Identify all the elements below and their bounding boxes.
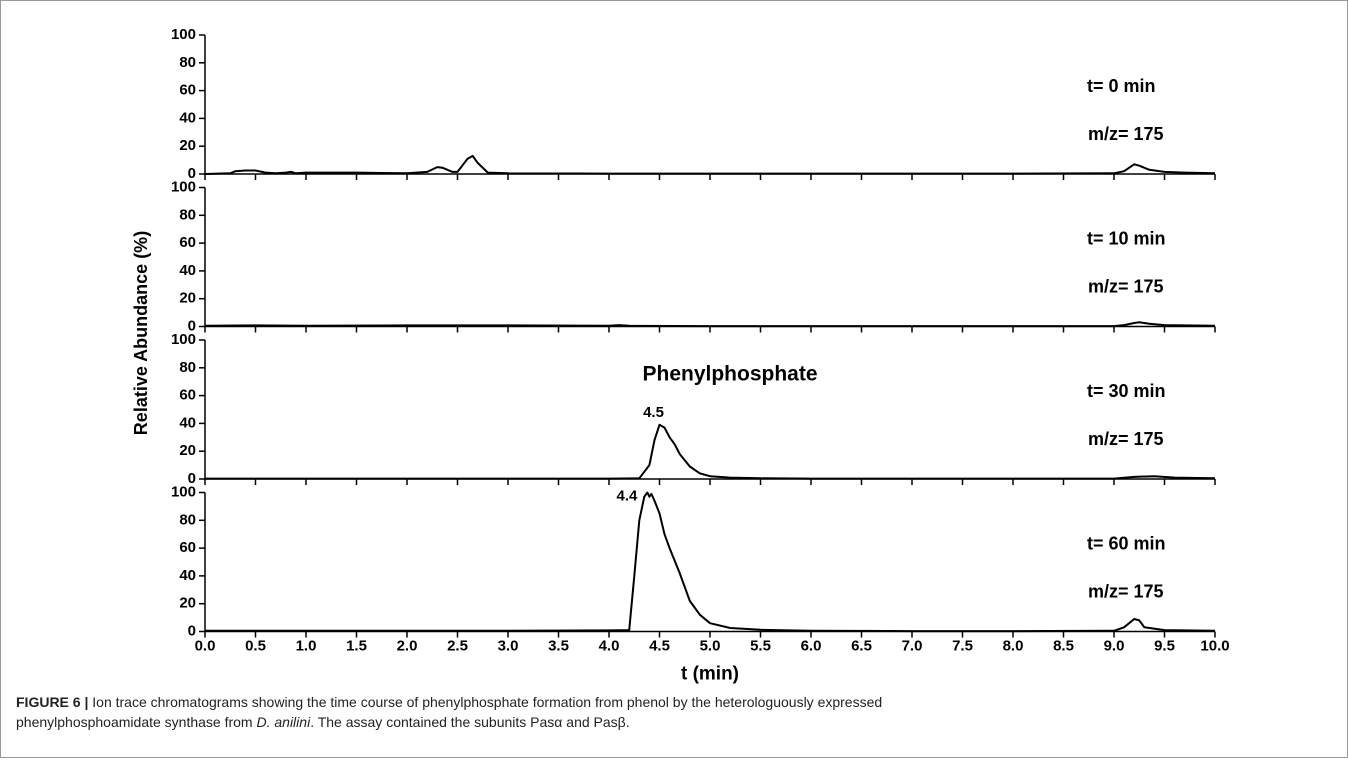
x-tick-label: 8.0 — [1003, 637, 1024, 654]
panel-label: t= 60 min — [1087, 533, 1166, 553]
x-tick-label: 2.5 — [447, 637, 468, 654]
y-tick-label: 80 — [179, 206, 196, 223]
y-tick-label: 100 — [171, 26, 196, 43]
caption-text: Ion trace chromatograms showing the time… — [16, 694, 883, 730]
x-tick-label: 8.5 — [1053, 637, 1074, 654]
y-tick-label: 100 — [171, 331, 196, 348]
x-tick-label: 4.0 — [599, 637, 620, 654]
y-tick-label: 20 — [179, 137, 196, 154]
peak-label: 4.5 — [643, 404, 664, 421]
x-tick-label: 3.0 — [498, 637, 519, 654]
x-tick-label: 4.5 — [649, 637, 670, 654]
annotation: Phenylphosphate — [642, 363, 817, 386]
y-tick-label: 60 — [179, 234, 196, 251]
panel-label: t= 10 min — [1087, 228, 1166, 248]
y-tick-label: 60 — [179, 539, 196, 556]
caption: FIGURE 6 | Ion trace chromatograms showi… — [16, 692, 1026, 732]
panel-sublabel: m/z= 175 — [1088, 276, 1164, 296]
x-tick-label: 9.5 — [1154, 637, 1175, 654]
y-tick-label: 60 — [179, 82, 196, 99]
x-tick-label: 5.5 — [750, 637, 771, 654]
y-tick-label: 40 — [179, 567, 196, 584]
caption-text: . The assay contained the subunits Pasα … — [310, 714, 630, 730]
y-axis-label: Relative Abundance (%) — [131, 231, 151, 435]
y-tick-label: 0 — [188, 470, 196, 487]
x-tick-label: 1.5 — [346, 637, 367, 654]
panel-label: t= 30 min — [1087, 381, 1166, 401]
x-tick-label: 9.0 — [1104, 637, 1125, 654]
x-axis-label: t (min) — [681, 664, 739, 685]
y-tick-label: 0 — [188, 317, 196, 334]
y-tick-label: 40 — [179, 109, 196, 126]
x-tick-label: 1.0 — [296, 637, 317, 654]
y-tick-label: 20 — [179, 442, 196, 459]
x-tick-label: 6.0 — [801, 637, 822, 654]
panel-sublabel: m/z= 175 — [1088, 429, 1164, 449]
y-tick-label: 20 — [179, 595, 196, 612]
caption-label: FIGURE 6 | — [16, 694, 89, 710]
y-tick-label: 0 — [188, 622, 196, 639]
y-tick-label: 80 — [179, 54, 196, 71]
y-tick-label: 20 — [179, 290, 196, 307]
panel-sublabel: m/z= 175 — [1088, 581, 1164, 601]
x-tick-label: 7.0 — [902, 637, 923, 654]
caption-species: D. anilini — [256, 714, 311, 730]
y-tick-label: 0 — [188, 165, 196, 182]
y-tick-label: 80 — [179, 359, 196, 376]
x-tick-label: 7.5 — [952, 637, 973, 654]
y-tick-label: 60 — [179, 387, 196, 404]
trace — [205, 491, 1216, 633]
y-tick-label: 40 — [179, 262, 196, 279]
trace — [204, 321, 1216, 328]
x-tick-label: 0.0 — [195, 637, 216, 654]
x-tick-label: 10.0 — [1200, 637, 1229, 654]
x-tick-label: 6.5 — [851, 637, 872, 654]
x-tick-label: 3.5 — [548, 637, 569, 654]
x-tick-label: 2.0 — [397, 637, 418, 654]
x-tick-label: 5.0 — [700, 637, 721, 654]
panel-label: t= 0 min — [1087, 76, 1156, 96]
y-tick-label: 100 — [171, 178, 196, 195]
peak-label: 4.4 — [617, 487, 639, 504]
panel-sublabel: m/z= 175 — [1088, 124, 1164, 144]
y-tick-label: 40 — [179, 414, 196, 431]
trace — [204, 154, 1216, 175]
y-tick-label: 80 — [179, 511, 196, 528]
x-tick-label: 0.5 — [245, 637, 266, 654]
y-tick-label: 100 — [171, 483, 196, 500]
trace — [205, 423, 1216, 480]
